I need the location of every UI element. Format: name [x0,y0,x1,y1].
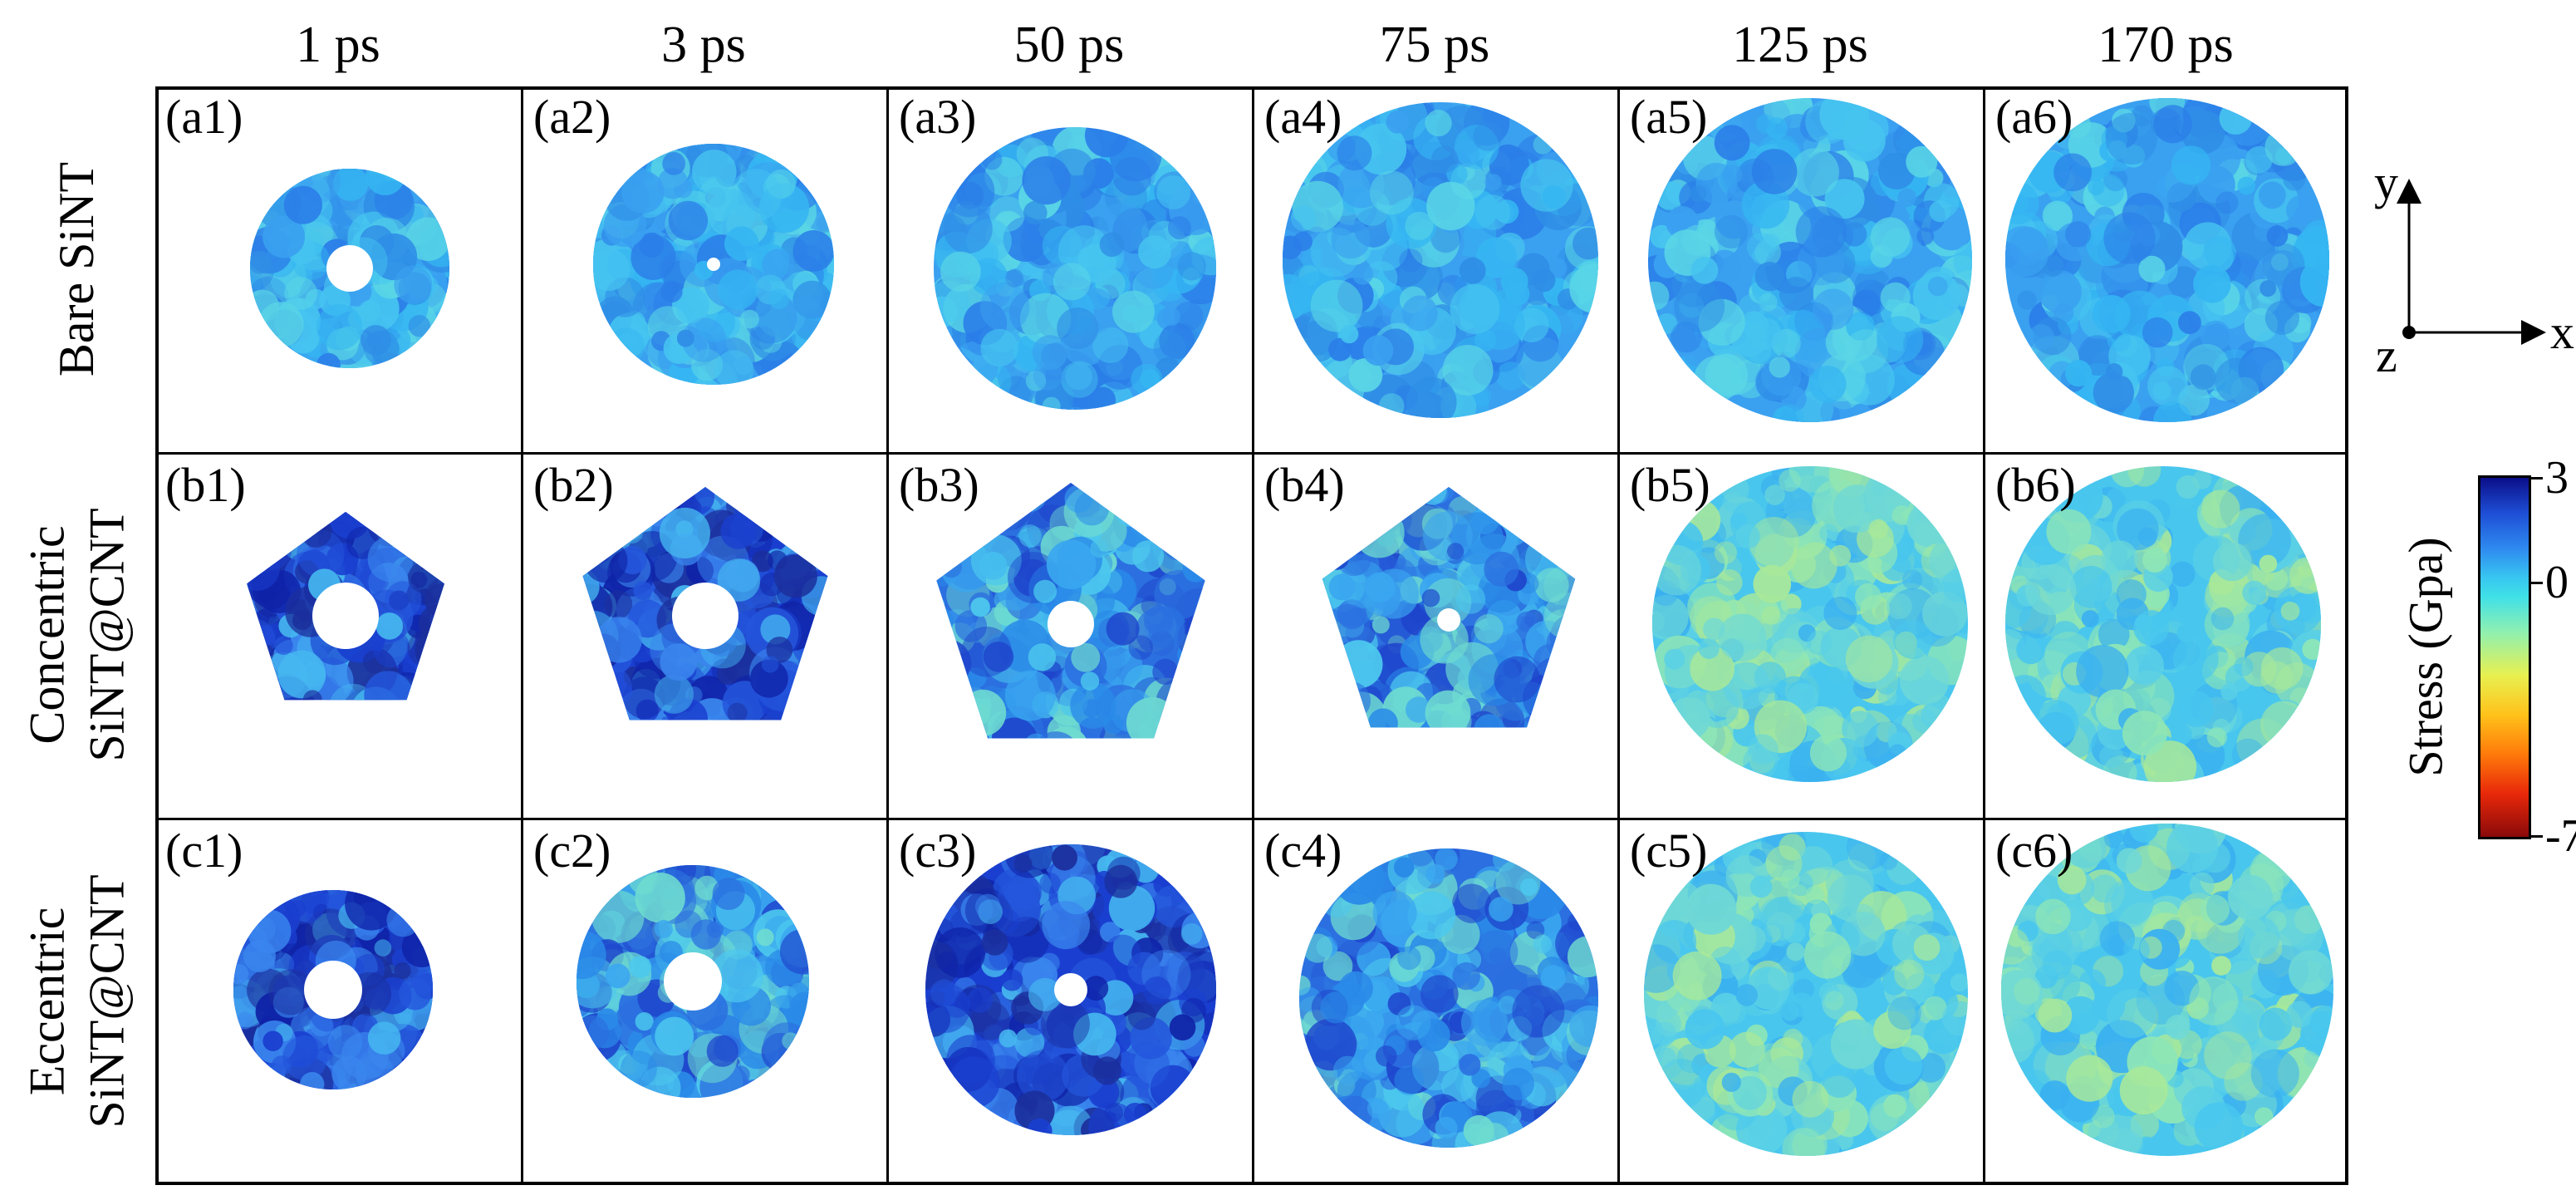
colorbar-title: Stress (Gpa) [2398,536,2453,777]
panel-label: (b3) [899,458,979,512]
colorbar-tick [2531,477,2543,480]
stress-map [2001,824,2333,1156]
stress-map [1644,832,1968,1156]
z-axis-label: z [2376,328,2397,382]
colorbar-tick [2531,582,2543,584]
stress-panel: (b5) [1623,458,1986,821]
stress-panel: (b4) [1258,458,1621,821]
panel-label: (c6) [1995,824,2073,878]
colorbar-min-label: -7 [2545,810,2576,862]
column-header-5: 125 ps [1732,16,1868,73]
stress-panel: (c3) [892,824,1255,1187]
stress-panel: (a5) [1623,90,1986,453]
column-header-1: 1 ps [296,16,380,73]
row-header-line: Concentric [19,525,75,745]
stress-map [247,512,444,701]
stress-panel: (a2) [527,90,890,453]
x-axis-label: x [2550,305,2574,359]
colorbar-max-label: 3 [2545,452,2569,504]
row-header-line: SiNT@CNT [79,874,135,1129]
stress-panel: (c4) [1258,824,1621,1187]
row-header-line: Bare SiNT [49,161,105,377]
stress-panel: (a4) [1258,90,1621,453]
stress-map [936,483,1205,739]
colorbar [2478,475,2531,839]
stress-map [250,169,449,368]
stress-panel: (c2) [527,824,890,1187]
y-axis-label: y [2374,155,2398,209]
stress-panel: (b2) [527,458,890,821]
stress-map [1283,102,1598,418]
stress-map [577,865,809,1098]
stress-map [1648,98,1972,422]
colorbar-tick [2531,835,2543,838]
stress-panel: (c1) [159,824,522,1187]
column-header-4: 75 ps [1379,16,1490,73]
grid-divider [1617,90,1620,1182]
panel-label: (b6) [1995,458,2076,512]
panel-label: (b2) [533,458,614,512]
stress-map [2005,98,2329,422]
grid-divider [521,90,523,1182]
stress-panel: (b3) [892,458,1255,821]
row-header-line: SiNT@CNT [79,508,135,762]
panel-label: (a5) [1630,90,1708,144]
panel-grid: (a1) (a2) (a3) (a4) (a5) (a6) (b1) (b2) (b3) (b4)… [155,86,2348,1185]
stress-map [233,890,433,1089]
grid-divider [1983,90,1985,1182]
stress-map [925,844,1216,1135]
panel-label: (a6) [1995,90,2073,144]
row-header-eccentric: Eccentric SiNT@CNT [0,818,154,1185]
stress-map [593,144,834,385]
stress-map [582,487,828,720]
coordinate-axes: y x z [2374,155,2575,381]
grid-divider [159,452,2345,455]
stress-panel: (c6) [1989,824,2352,1187]
column-header-6: 170 ps [2098,16,2234,73]
panel-label: (a4) [1264,90,1342,144]
stress-panel: (c5) [1623,824,1986,1187]
panel-label: (c4) [1264,824,1342,878]
row-header-line: Eccentric [19,907,75,1096]
stress-panel: (b1) [159,458,522,821]
stress-map [1652,466,1968,782]
row-header-concentric: Concentric SiNT@CNT [0,452,154,818]
stress-map [2005,466,2321,782]
stress-panel: (a1) [159,90,522,453]
stress-panel: (a6) [1989,90,2352,453]
panel-label: (a2) [533,90,611,144]
panel-label: (b1) [165,458,246,512]
axes-arrows-icon [2397,179,2546,345]
grid-divider [886,90,889,1182]
panel-label: (c3) [899,824,977,878]
column-header-2: 3 ps [661,16,746,73]
stress-map [934,127,1216,410]
grid-divider [1252,90,1254,1182]
stress-panel: (a3) [892,90,1255,453]
grid-divider [159,818,2345,820]
column-header-3: 50 ps [1013,16,1125,73]
panel-label: (a1) [165,90,243,144]
panel-label: (b5) [1630,458,1710,512]
panel-label: (c2) [533,824,611,878]
colorbar-mid-label: 0 [2545,557,2569,608]
panel-label: (c1) [165,824,243,878]
row-header-bare: Bare SiNT [0,86,154,452]
panel-label: (a3) [899,90,977,144]
stress-map [1299,848,1598,1148]
panel-label: (b4) [1264,458,1345,512]
stress-panel: (b6) [1989,458,2352,821]
panel-label: (c5) [1630,824,1708,878]
stress-map [1322,487,1576,728]
